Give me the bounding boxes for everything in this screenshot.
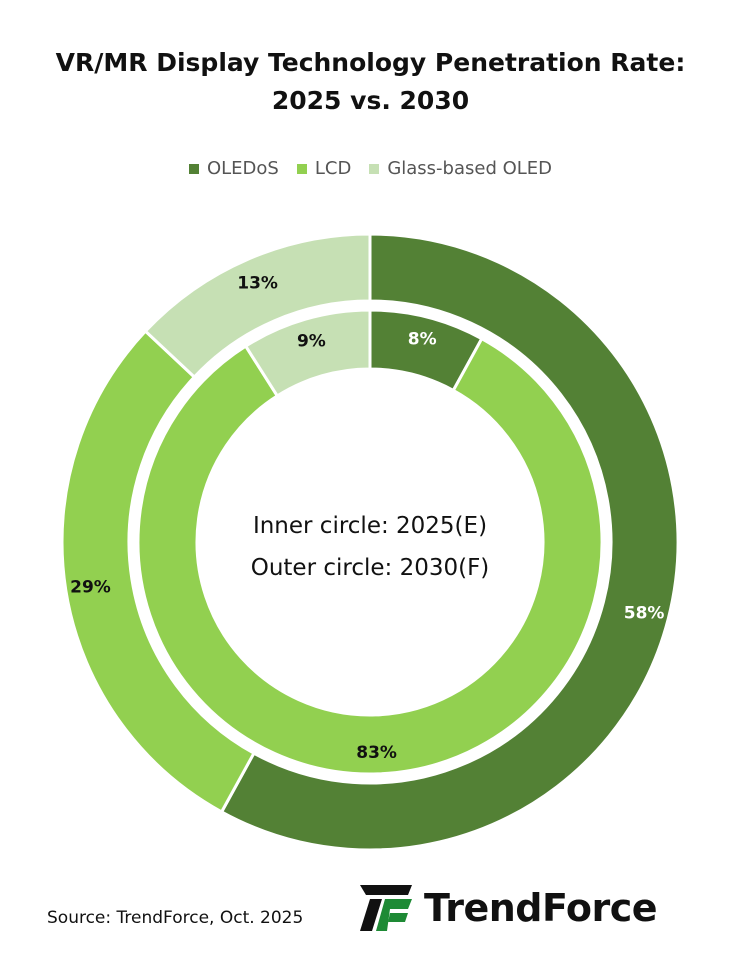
legend-label-oledos: OLEDoS — [206, 158, 279, 179]
chart-title: VR/MR Display Technology Penetration Rat… — [0, 44, 741, 120]
legend-label-glass-oled: Glass-based OLED — [387, 158, 553, 179]
legend-swatch-glass-oled — [369, 163, 380, 174]
trendforce-logo-mark-icon — [360, 885, 412, 931]
legend-swatch-lcd — [296, 163, 307, 174]
center-text-inner: Inner circle: 2025(E) — [253, 513, 487, 539]
legend-item-lcd: LCD — [296, 158, 352, 179]
outer-label-glass-oled: 13% — [237, 273, 278, 293]
inner-label-lcd: 83% — [356, 743, 397, 763]
legend-label-lcd: LCD — [314, 158, 352, 179]
inner-slice-lcd — [136, 336, 604, 776]
source-note: Source: TrendForce, Oct. 2025 — [47, 908, 304, 928]
center-text-outer: Outer circle: 2030(F) — [251, 555, 490, 581]
trendforce-logo: TrendForce — [358, 883, 658, 933]
legend-item-oledos: OLEDoS — [188, 158, 279, 179]
outer-label-lcd: 29% — [70, 577, 111, 597]
outer-slice-oledos — [219, 232, 680, 852]
outer-label-oledos: 58% — [624, 603, 665, 623]
inner-ring — [136, 308, 604, 776]
inner-label-glass-oled: 9% — [297, 331, 326, 351]
chart-title-line-1: VR/MR Display Technology Penetration Rat… — [55, 48, 686, 77]
chart-title-line-2: 2025 vs. 2030 — [271, 86, 470, 115]
legend-swatch-oledos — [188, 163, 199, 174]
legend-item-glass-oled: Glass-based OLED — [369, 158, 552, 179]
trendforce-logo-text: TrendForce — [424, 886, 658, 930]
inner-label-oledos: 8% — [408, 330, 437, 350]
slice-labels: 8% 83% 9% 58% 29% 13% — [70, 273, 664, 763]
outer-slice-glass-oled — [143, 232, 372, 380]
outer-slice-lcd — [60, 329, 256, 814]
inner-slice-glass-oled — [243, 308, 372, 399]
chart-legend: OLEDoS LCD Glass-based OLED — [0, 158, 741, 179]
outer-ring — [60, 232, 680, 852]
